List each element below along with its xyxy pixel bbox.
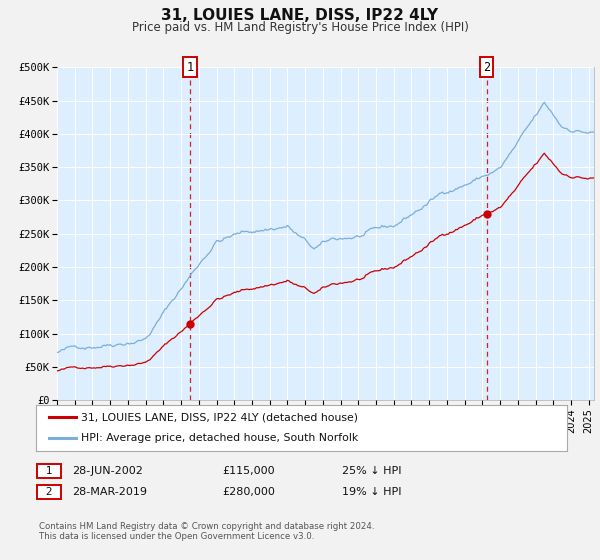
Text: HPI: Average price, detached house, South Norfolk: HPI: Average price, detached house, Sout… <box>81 433 358 444</box>
Text: Price paid vs. HM Land Registry's House Price Index (HPI): Price paid vs. HM Land Registry's House … <box>131 21 469 34</box>
Text: Contains HM Land Registry data © Crown copyright and database right 2024.: Contains HM Land Registry data © Crown c… <box>39 522 374 531</box>
Text: 2: 2 <box>483 60 490 74</box>
Text: 1: 1 <box>186 60 193 74</box>
Text: £280,000: £280,000 <box>222 487 275 497</box>
Text: 28-JUN-2002: 28-JUN-2002 <box>72 466 143 476</box>
Text: 2: 2 <box>39 487 59 497</box>
Text: 1: 1 <box>39 466 59 476</box>
Text: 25% ↓ HPI: 25% ↓ HPI <box>342 466 401 476</box>
Text: This data is licensed under the Open Government Licence v3.0.: This data is licensed under the Open Gov… <box>39 532 314 541</box>
Text: 28-MAR-2019: 28-MAR-2019 <box>72 487 147 497</box>
Text: 19% ↓ HPI: 19% ↓ HPI <box>342 487 401 497</box>
Text: 31, LOUIES LANE, DISS, IP22 4LY (detached house): 31, LOUIES LANE, DISS, IP22 4LY (detache… <box>81 412 358 422</box>
Text: 31, LOUIES LANE, DISS, IP22 4LY: 31, LOUIES LANE, DISS, IP22 4LY <box>161 8 439 24</box>
Text: £115,000: £115,000 <box>222 466 275 476</box>
